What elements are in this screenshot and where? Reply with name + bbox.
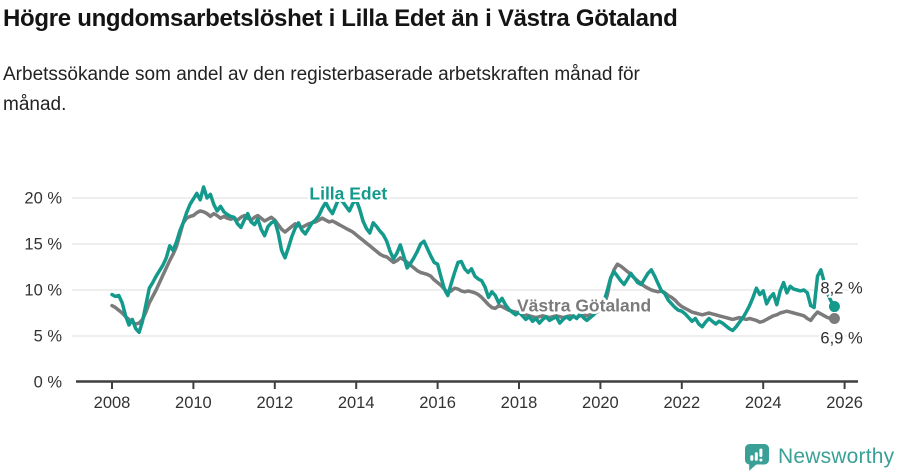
x-axis-label: 2018 <box>501 394 538 412</box>
footer: Newsworthy <box>744 443 894 471</box>
x-axis-label: 2020 <box>582 394 619 412</box>
y-axis-label: 5 % <box>34 328 63 346</box>
chart-subtitle: Arbetssökande som andel av den registerb… <box>3 64 640 115</box>
page-title: Högre ungdomsarbetslöshet i Lilla Edet ä… <box>3 5 678 32</box>
y-axis-label: 10 % <box>24 282 62 300</box>
y-axis-label: 20 % <box>24 190 62 208</box>
line-chart: 0 % 5 % 10 % 15 % 20 % 2008 2010 2012 2014 2016 20… <box>24 181 865 412</box>
series-end-value-v-stra-g-taland: 6,9 % <box>820 330 863 348</box>
brand-name: Newsworthy <box>778 445 895 468</box>
y-axis-label: 0 % <box>34 374 63 392</box>
x-axis-label: 2008 <box>94 394 131 412</box>
x-axis-label: 2016 <box>419 394 456 412</box>
x-axis-label: 2022 <box>663 394 700 412</box>
series-line-v-stra-g-taland <box>110 209 837 326</box>
y-axis-label: 15 % <box>24 236 62 254</box>
x-axis-label: 2026 <box>826 394 863 412</box>
series-end-dot-lilla-edet <box>828 301 840 313</box>
x-axis-label: 2010 <box>175 394 212 412</box>
series-label-lilla-edet: Lilla Edet <box>309 183 387 203</box>
series-end-dot-v-stra-g-taland <box>828 313 840 325</box>
newsworthy-logo-icon <box>745 444 769 471</box>
x-axis-label: 2024 <box>745 394 782 412</box>
series-line-lilla-edet <box>110 185 837 335</box>
series-end-value-lilla-edet: 8,2 % <box>820 280 863 298</box>
bar-chart-glyph <box>750 448 763 462</box>
series-label-v-stra-g-taland: Västra Götaland <box>517 296 651 316</box>
x-axis-label: 2012 <box>256 394 293 412</box>
x-axis-label: 2014 <box>338 394 375 412</box>
